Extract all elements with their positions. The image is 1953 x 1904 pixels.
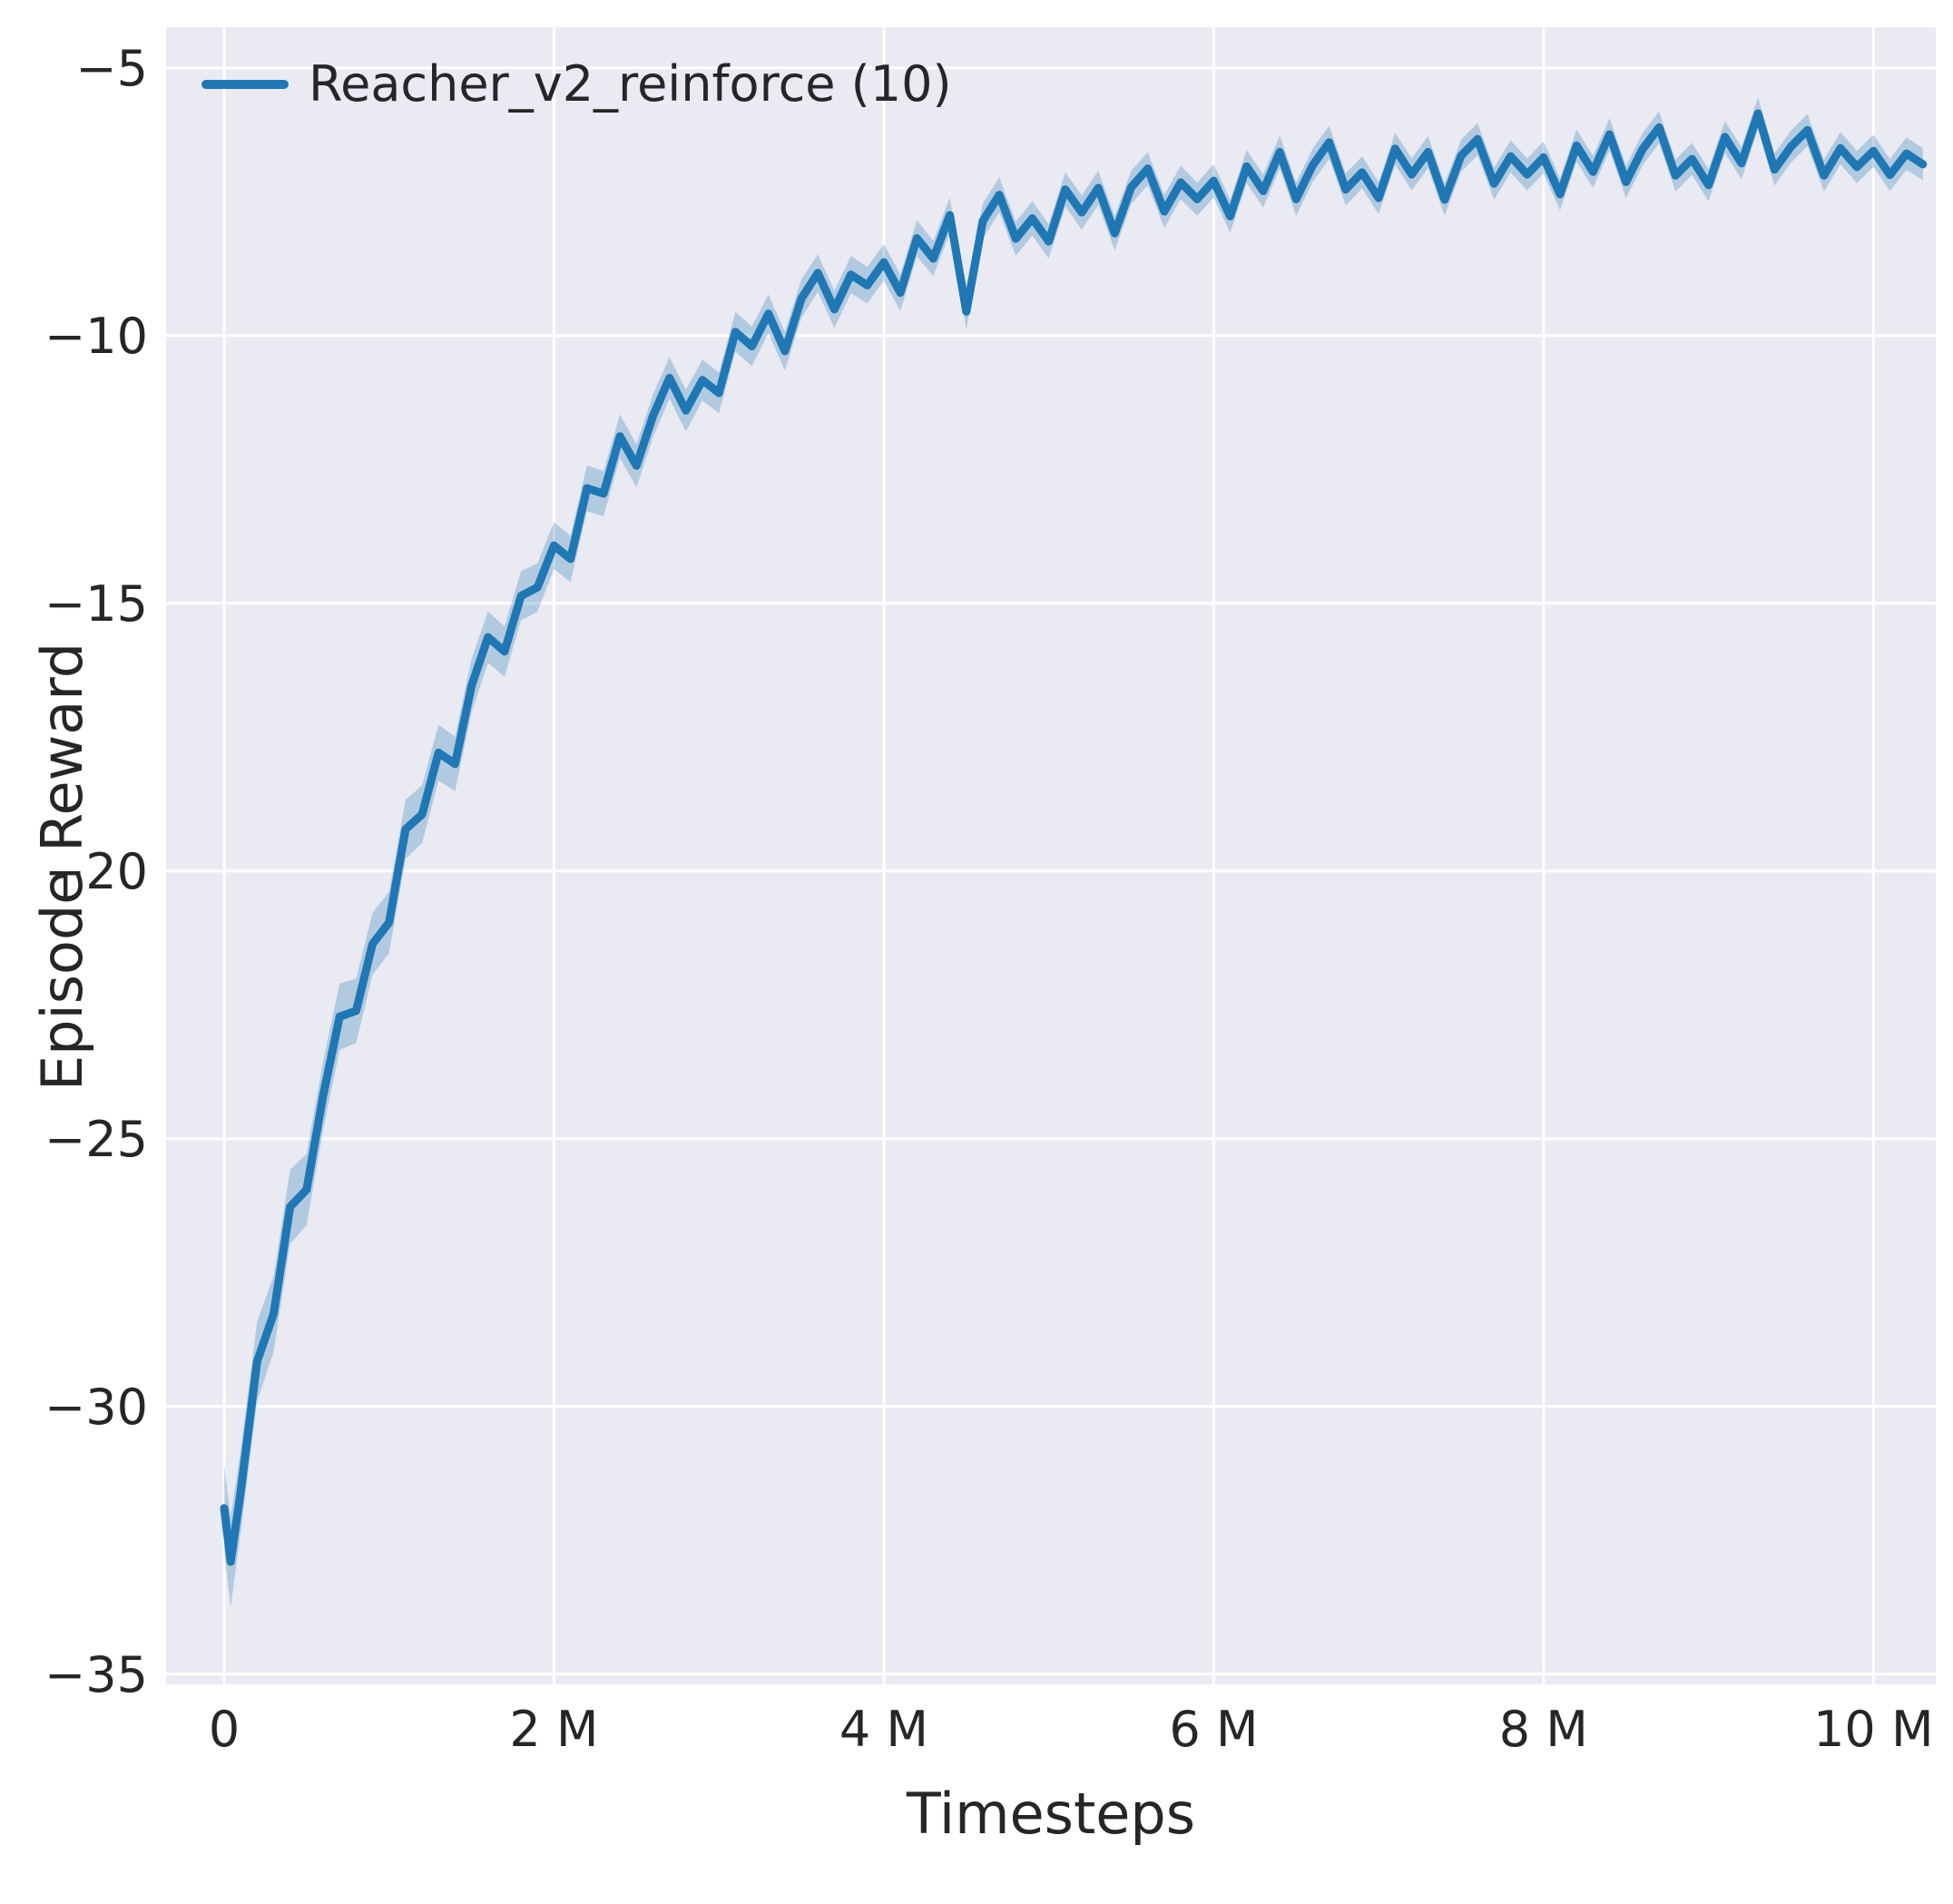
legend-label: Reacher_v2_reinforce (10) — [309, 55, 952, 113]
x-tick-label: 10 M — [1813, 1701, 1933, 1758]
x-tick-label: 8 M — [1499, 1701, 1588, 1758]
x-tick-label: 0 — [209, 1701, 240, 1758]
legend: Reacher_v2_reinforce (10) — [201, 60, 952, 109]
y-tick-label: −20 — [44, 843, 148, 900]
axes-background — [166, 27, 1936, 1684]
y-tick-label: −25 — [44, 1111, 148, 1168]
y-tick-label: −10 — [44, 308, 148, 365]
x-axis-label: Timesteps — [906, 1781, 1196, 1847]
legend-line-swatch — [201, 80, 289, 89]
y-tick-label: −15 — [44, 575, 148, 633]
x-tick-label: 2 M — [509, 1701, 598, 1758]
y-tick-label: −30 — [44, 1379, 148, 1436]
x-tick-label: 6 M — [1169, 1701, 1258, 1758]
y-tick-label: −5 — [75, 40, 148, 97]
x-tick-label: 4 M — [839, 1701, 928, 1758]
y-axis-label: Episode Reward — [29, 642, 95, 1092]
y-tick-label: −35 — [44, 1646, 148, 1703]
reward-line — [220, 109, 1928, 1566]
